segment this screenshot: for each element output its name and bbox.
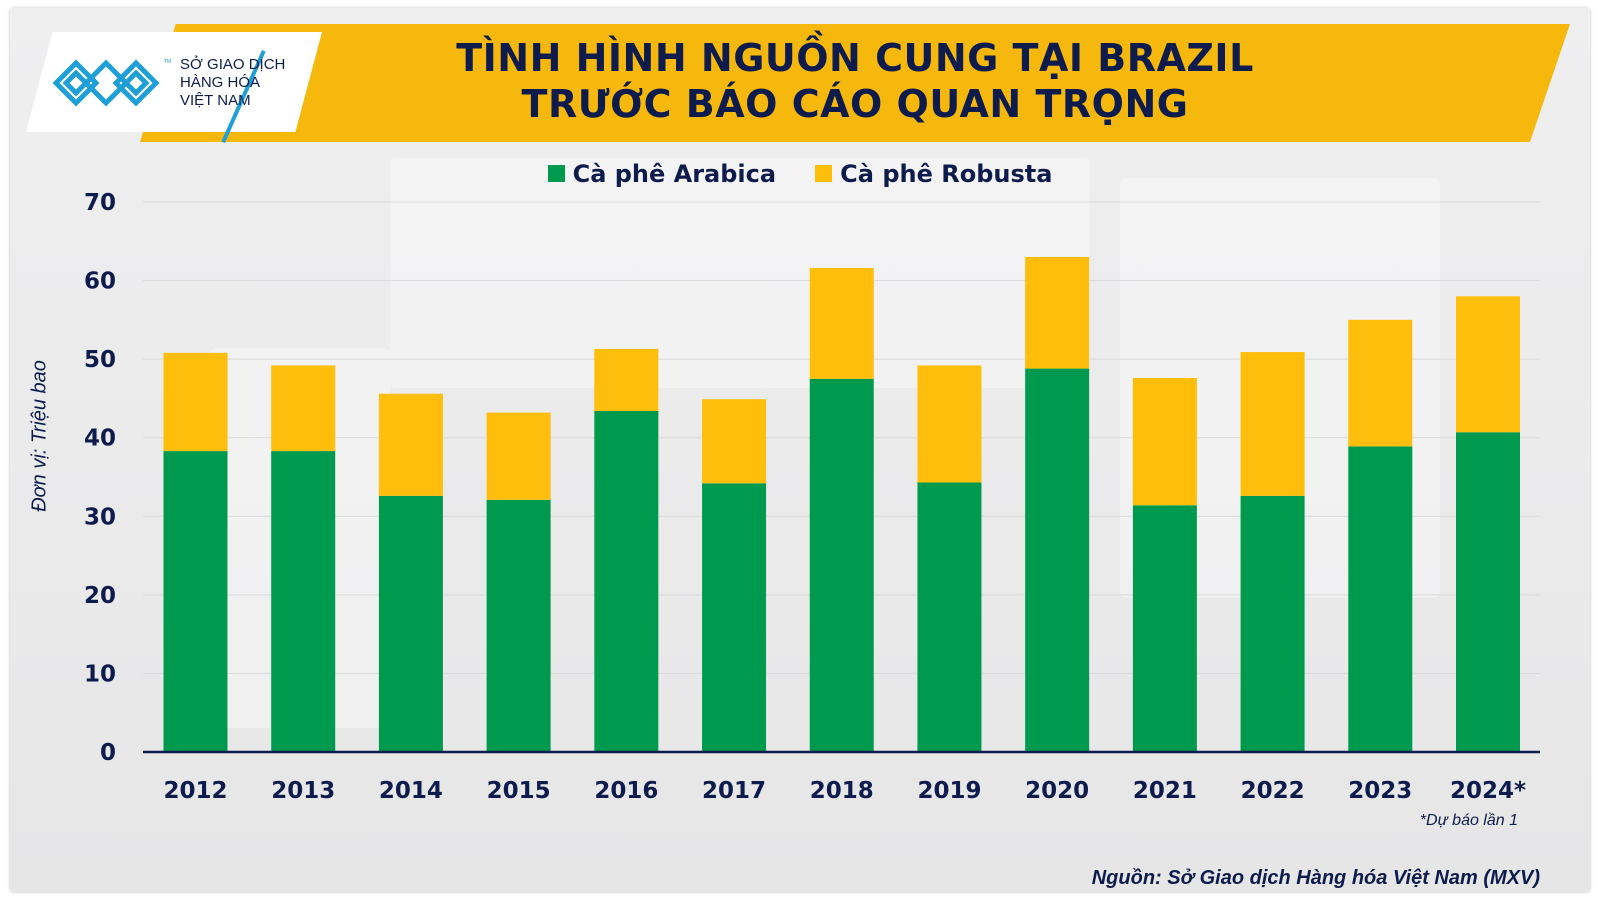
bar-arabica bbox=[1456, 432, 1520, 752]
chart-title-line-2: TRƯỚC BÁO CÁO QUAN TRỌNG bbox=[521, 82, 1189, 126]
bar-arabica bbox=[271, 451, 336, 752]
chart-title-line-1: TÌNH HÌNH NGUỒN CUNG TẠI BRAZIL bbox=[456, 36, 1254, 80]
x-tick-label: 2012 bbox=[163, 778, 227, 804]
logo-text-line-3: VIỆT NAM bbox=[180, 92, 251, 109]
x-tick-label: 2017 bbox=[702, 778, 766, 804]
bar-robusta bbox=[1132, 378, 1197, 506]
logo-text-line-2: HÀNG HÓA bbox=[180, 74, 261, 91]
bar-robusta bbox=[702, 399, 767, 484]
forecast-note: *Dự báo lần 1 bbox=[1419, 812, 1518, 829]
legend: Cà phê Arabica Cà phê Robusta bbox=[0, 160, 1600, 190]
bar-robusta bbox=[271, 365, 336, 452]
y-tick-label: 40 bbox=[84, 426, 116, 452]
x-tick-label: 2019 bbox=[917, 778, 981, 804]
legend-swatch-arabica bbox=[547, 165, 565, 182]
bar-arabica bbox=[1240, 495, 1305, 752]
bar-arabica bbox=[702, 483, 767, 752]
legend-label-arabica: Cà phê Arabica bbox=[572, 160, 777, 188]
y-tick-label: 20 bbox=[84, 583, 116, 609]
x-tick-label: 2024* bbox=[1450, 778, 1526, 804]
source-text: Nguồn: Sở Giao dịch Hàng hóa Việt Nam (M… bbox=[1091, 867, 1540, 889]
y-tick-label: 50 bbox=[84, 347, 116, 373]
x-tick-label: 2020 bbox=[1025, 778, 1089, 804]
legend-label-robusta: Cà phê Robusta bbox=[840, 160, 1053, 188]
bar-arabica bbox=[163, 451, 228, 752]
y-tick-label: 70 bbox=[84, 190, 116, 216]
bar-robusta bbox=[1456, 296, 1520, 433]
bar-arabica bbox=[917, 482, 982, 752]
y-tick-label: 0 bbox=[100, 740, 116, 766]
x-tick-label: 2023 bbox=[1348, 778, 1412, 804]
mxv-logo-icon bbox=[52, 59, 160, 107]
background-decoration bbox=[390, 158, 1090, 388]
y-tick-label: 60 bbox=[84, 269, 116, 295]
bar-arabica bbox=[1025, 368, 1090, 752]
legend-swatch-robusta bbox=[815, 165, 833, 182]
legend-item-arabica: Cà phê Arabica bbox=[547, 160, 777, 188]
bar-robusta bbox=[1348, 319, 1413, 447]
x-tick-label: 2015 bbox=[487, 778, 551, 804]
logo-trademark: TM bbox=[164, 59, 172, 65]
x-tick-label: 2016 bbox=[594, 778, 658, 804]
bar-arabica bbox=[1132, 505, 1197, 752]
bar-robusta bbox=[163, 352, 228, 452]
x-tick-label: 2014 bbox=[379, 778, 443, 804]
bar-robusta bbox=[486, 412, 551, 500]
title-banner: TÌNH HÌNH NGUỒN CUNG TẠI BRAZIL TRƯỚC BÁ… bbox=[140, 24, 1570, 142]
logo bbox=[26, 32, 322, 132]
bar-arabica bbox=[809, 378, 874, 752]
x-tick-label: 2022 bbox=[1241, 778, 1305, 804]
bar-robusta bbox=[1025, 257, 1090, 369]
legend-item-robusta: Cà phê Robusta bbox=[815, 160, 1052, 188]
bar-arabica bbox=[1348, 446, 1413, 752]
bar-robusta bbox=[809, 268, 874, 379]
y-tick-label: 30 bbox=[84, 504, 116, 530]
bar-robusta bbox=[917, 365, 982, 483]
bar-robusta bbox=[378, 393, 443, 496]
bar-robusta bbox=[1240, 352, 1305, 496]
bar-arabica bbox=[486, 499, 551, 752]
x-tick-label: 2018 bbox=[810, 778, 874, 804]
bar-arabica bbox=[378, 495, 443, 752]
bar-arabica bbox=[594, 411, 659, 752]
y-tick-label: 10 bbox=[84, 661, 116, 687]
x-tick-label: 2013 bbox=[271, 778, 335, 804]
x-tick-label: 2021 bbox=[1133, 778, 1197, 804]
logo-text-line-1: SỞ GIAO DỊCH bbox=[180, 56, 286, 73]
bar-robusta bbox=[594, 348, 659, 411]
